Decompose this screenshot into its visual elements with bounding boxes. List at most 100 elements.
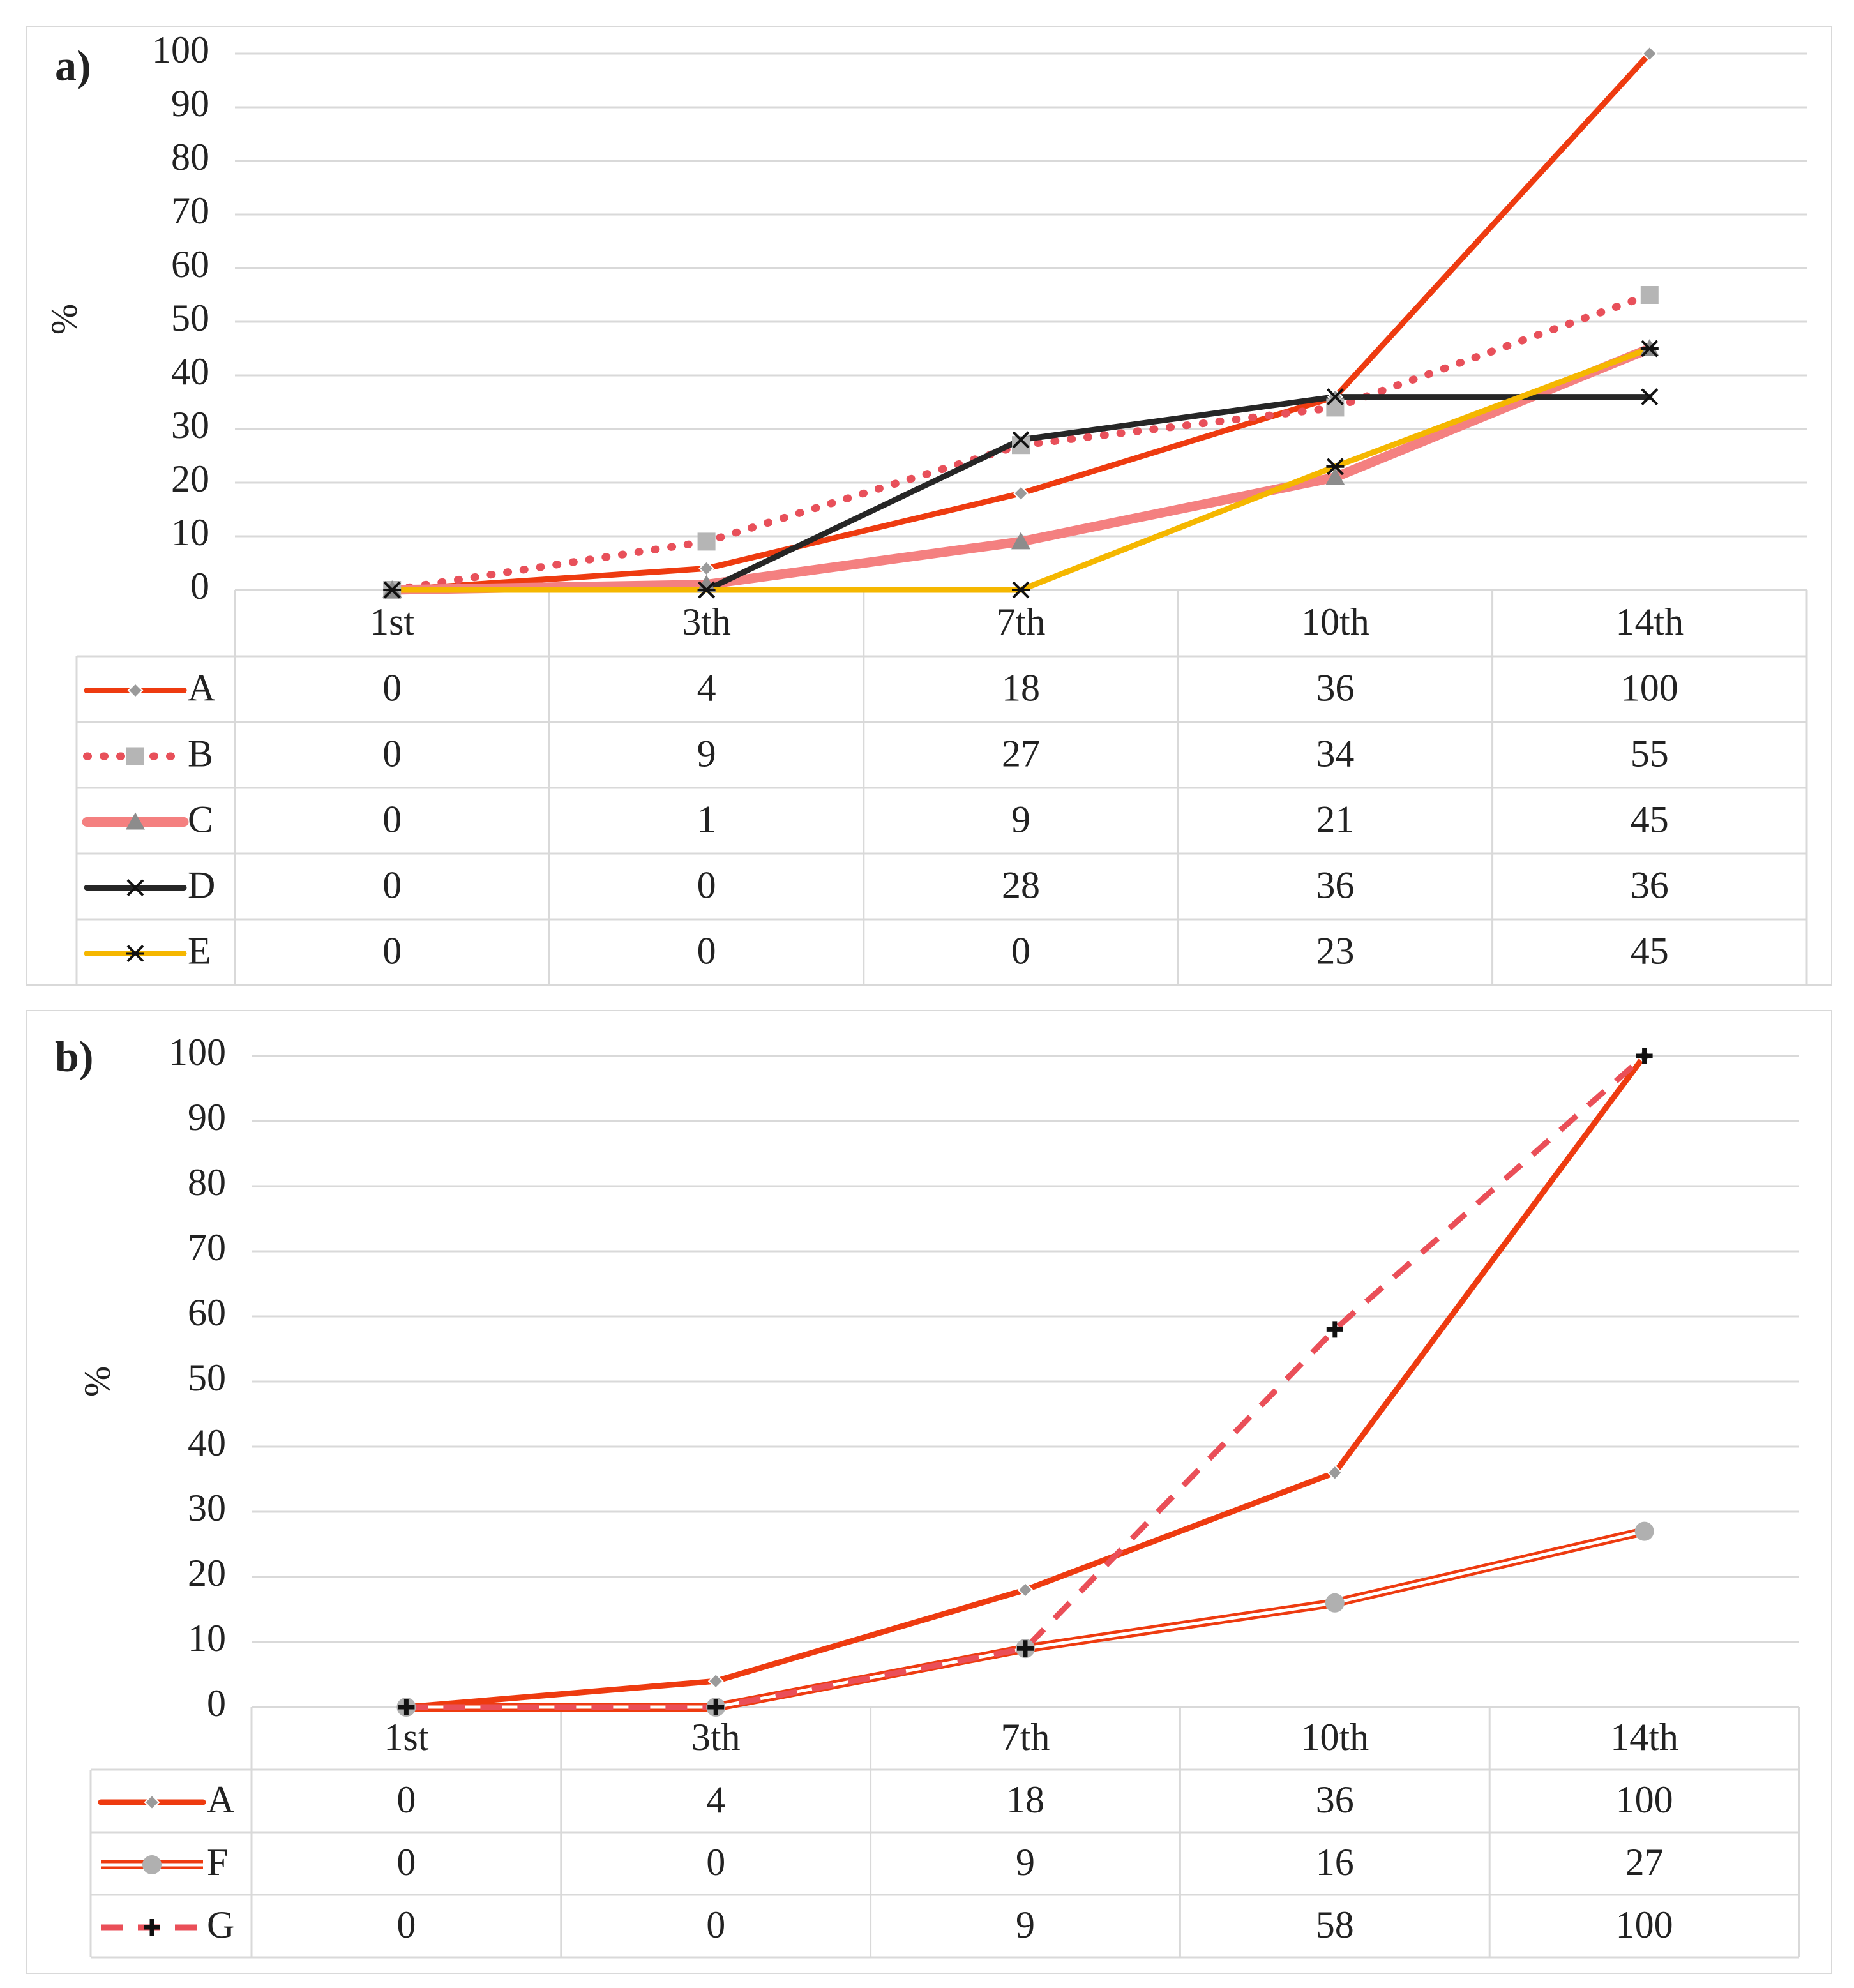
chart-b-ytick-label: 70 bbox=[188, 1226, 226, 1269]
chart-b-panel-label: b) bbox=[55, 1032, 93, 1081]
chart-a-table-cell: 55 bbox=[1631, 732, 1669, 774]
chart-a-xtick-label: 3th bbox=[682, 601, 731, 643]
chart-a-ytick-label: 10 bbox=[171, 511, 209, 553]
chart-b-point-f bbox=[1634, 1521, 1654, 1541]
chart-b-series-line-g bbox=[406, 1053, 1647, 1710]
chart-a-legend-key-d bbox=[84, 879, 187, 896]
chart-b-ytick-label: 40 bbox=[188, 1422, 226, 1464]
chart-a-table-cell: 0 bbox=[382, 864, 402, 906]
chart-a-table-cell: 100 bbox=[1621, 666, 1678, 709]
chart-a-table-cell: 45 bbox=[1631, 930, 1669, 972]
chart-a-table-cell: 28 bbox=[1002, 864, 1040, 906]
chart-b-xtick-label: 1st bbox=[384, 1716, 428, 1758]
chart-b-ytick-label: 20 bbox=[188, 1552, 226, 1594]
chart-b-table-cell: 0 bbox=[396, 1841, 416, 1883]
chart-a-xtick-label: 10th bbox=[1301, 601, 1369, 643]
chart-b-points-f bbox=[396, 1521, 1654, 1717]
chart-panel-a: a) 0 10 20 30 40 50 60 70 80 90 100% 1st 3th 7th 10th 14… bbox=[26, 26, 1832, 986]
chart-a-legend-label: E bbox=[188, 930, 211, 972]
chart-b-table-cell: 100 bbox=[1616, 1779, 1673, 1821]
chart-a-table-cell: 21 bbox=[1316, 798, 1354, 840]
chart-a-table-cell: 18 bbox=[1002, 666, 1040, 709]
chart-a-series-c bbox=[387, 343, 1655, 595]
chart-a-series-line-e bbox=[389, 345, 1653, 593]
chart-b-point-g bbox=[1636, 1048, 1653, 1064]
chart-a-legend-key-a bbox=[84, 682, 187, 698]
chart-a-ytick-label: 30 bbox=[171, 404, 209, 446]
chart-a-table-cell: 4 bbox=[697, 666, 716, 709]
chart-a-legend-marker bbox=[126, 747, 144, 765]
chart-b-legend-key-f bbox=[101, 1855, 203, 1874]
chart-a-table-cell: 45 bbox=[1631, 798, 1669, 840]
chart-a-legend-label: A bbox=[188, 666, 215, 709]
chart-a-point-e bbox=[1012, 581, 1030, 599]
chart-a-xtick-label: 7th bbox=[997, 601, 1046, 643]
chart-b-point-g bbox=[1326, 1321, 1343, 1338]
chart-b-legend-marker bbox=[144, 1794, 160, 1811]
chart-b-series-f bbox=[406, 1526, 1646, 1712]
chart-b-table-cell: 0 bbox=[706, 1841, 725, 1883]
chart-a-point-b bbox=[1640, 286, 1659, 304]
chart-a-ytick-label: 20 bbox=[171, 458, 209, 500]
chart-a-table-cell: 27 bbox=[1002, 732, 1040, 774]
chart-a-panel-label: a) bbox=[55, 41, 91, 90]
chart-b-ytick-label: 90 bbox=[188, 1096, 226, 1138]
chart-a-table-cell: 1 bbox=[697, 798, 716, 840]
chart-a-table-cell: 0 bbox=[1011, 930, 1030, 972]
chart-a-point-c bbox=[697, 575, 716, 592]
chart-b-point-a bbox=[1017, 1581, 1034, 1598]
chart-a-point-e bbox=[697, 581, 716, 599]
chart-b-point-a bbox=[1327, 1465, 1343, 1481]
chart-b-point-g bbox=[1017, 1640, 1034, 1657]
chart-b-legend-label: F bbox=[207, 1841, 228, 1883]
chart-a-point-d bbox=[1641, 388, 1659, 406]
chart-b-xtick-label: 3th bbox=[691, 1716, 741, 1758]
chart-b-ytick-label: 50 bbox=[188, 1357, 226, 1399]
chart-b-legend-key-a bbox=[98, 1794, 206, 1811]
chart-a-table-cell: 36 bbox=[1631, 864, 1669, 906]
chart-a-point-d bbox=[1012, 431, 1030, 449]
chart-a-point-c bbox=[1325, 467, 1345, 485]
chart-a-table-cell: 0 bbox=[382, 930, 402, 972]
chart-a-table-cell: 0 bbox=[382, 666, 402, 709]
chart-b-table-cell: 0 bbox=[396, 1779, 416, 1821]
chart-b-table-cell: 4 bbox=[706, 1779, 725, 1821]
chart-b-xtick-label: 7th bbox=[1001, 1716, 1050, 1758]
chart-b-table-cell: 0 bbox=[706, 1904, 725, 1946]
chart-a-point-e bbox=[1640, 340, 1659, 358]
chart-a-table-cell: 9 bbox=[1011, 798, 1030, 840]
chart-b-table-cell: 18 bbox=[1006, 1779, 1044, 1821]
chart-b-table-cell: 100 bbox=[1616, 1904, 1673, 1946]
chart-a-legend-marker bbox=[126, 945, 144, 962]
chart-b-ytick-label: 100 bbox=[169, 1031, 226, 1073]
chart-b-series-line-f-inner bbox=[406, 1530, 1645, 1709]
chart-panel-b: b) 0 10 20 30 40 50 60 70 80 90 100% 1st 3th 7th 10th 14… bbox=[26, 1010, 1832, 1974]
chart-b-ylabel: % bbox=[76, 1366, 117, 1397]
chart-a-ytick-label: 90 bbox=[171, 82, 209, 124]
chart-a-table-cell: 34 bbox=[1316, 732, 1354, 774]
chart-b-series-g bbox=[406, 1053, 1647, 1710]
chart-b-legend-key-g bbox=[101, 1919, 203, 1936]
chart-a-table-cell: 36 bbox=[1316, 864, 1354, 906]
chart-a-legend-label: B bbox=[188, 732, 213, 774]
chart-b-xtick-label: 14th bbox=[1610, 1716, 1678, 1758]
chart-b-ytick-label: 60 bbox=[188, 1291, 226, 1334]
chart-a-table-cell: 0 bbox=[697, 864, 716, 906]
chart-b-table-cell: 9 bbox=[1016, 1904, 1035, 1946]
chart-a-legend-label: D bbox=[188, 864, 215, 906]
chart-b-point-g bbox=[707, 1699, 725, 1715]
chart-b-point-a bbox=[707, 1673, 724, 1689]
chart-a-ytick-label: 60 bbox=[171, 243, 209, 285]
chart-a-ytick-label: 70 bbox=[171, 190, 209, 232]
chart-a-table-cell: 0 bbox=[382, 798, 402, 840]
chart-a-point-d bbox=[1326, 388, 1344, 406]
chart-a-table-cell: 0 bbox=[697, 930, 716, 972]
chart-b-legend-label: A bbox=[207, 1779, 234, 1821]
chart-a-point-b bbox=[697, 532, 716, 551]
chart-a-xtick-label: 1st bbox=[370, 601, 414, 643]
chart-b-legend-label: G bbox=[207, 1904, 234, 1946]
chart-a-point-e bbox=[1326, 458, 1345, 476]
chart-a-legend-marker bbox=[127, 682, 144, 698]
chart-a-data-table bbox=[75, 589, 1808, 986]
